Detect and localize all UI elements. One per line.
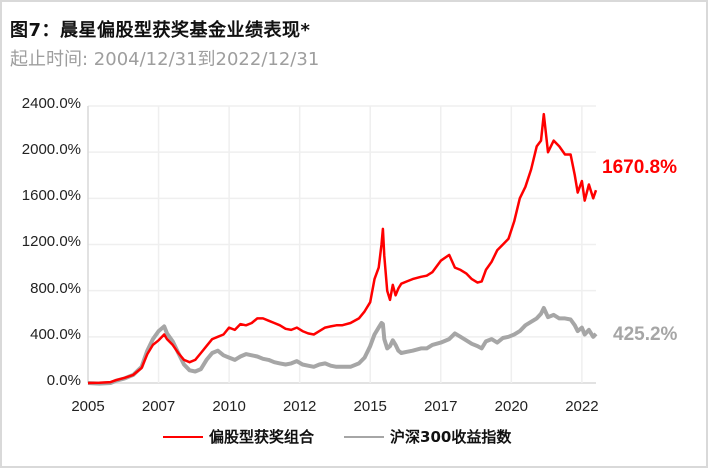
x-tick-label: 2007 bbox=[141, 398, 176, 415]
portfolio-series-line bbox=[87, 112, 598, 385]
y-tick-label: 1200.0% bbox=[21, 233, 81, 250]
gridlines bbox=[87, 105, 596, 384]
x-tick-label: 2005 bbox=[71, 398, 105, 415]
x-tick-label: 2017 bbox=[424, 398, 458, 415]
y-tick-label: 400.0% bbox=[30, 326, 81, 343]
y-tick-label: 1600.0% bbox=[21, 187, 81, 204]
legend-swatch-red bbox=[163, 435, 203, 438]
y-tick-label: 2000.0% bbox=[21, 141, 81, 158]
y-tick-label: 800.0% bbox=[30, 280, 81, 297]
x-tick-label: 2012 bbox=[282, 398, 317, 415]
x-tick-label: 2015 bbox=[353, 398, 387, 415]
x-tick-label: 2022 bbox=[565, 398, 599, 415]
index-series-line bbox=[87, 306, 598, 386]
legend-label: 偏股型获奖组合 bbox=[209, 428, 315, 446]
x-tick-label: 2010 bbox=[212, 398, 246, 415]
legend-item-portfolio: 偏股型获奖组合 bbox=[163, 426, 314, 447]
y-axis-labels: 2400.0% 2000.0% 1600.0% 1200.0% 800.0% 4… bbox=[0, 0, 81, 468]
y-tick-label: 2400.0% bbox=[21, 95, 81, 112]
x-tick-label: 2020 bbox=[494, 398, 529, 415]
chart-title: 图7：晨星偏股型获奖基金业绩表现* bbox=[10, 20, 311, 41]
chart-legend: 偏股型获奖组合 沪深300收益指数 bbox=[163, 426, 541, 447]
index-end-value-label: 425.2% bbox=[613, 324, 678, 345]
chart-subtitle: 起止时间: 2004/12/31到2022/12/31 bbox=[10, 49, 320, 70]
legend-label: 沪深300收益指数 bbox=[390, 428, 512, 446]
y-tick-label: 0.0% bbox=[46, 372, 81, 389]
legend-item-index: 沪深300收益指数 bbox=[344, 426, 511, 447]
portfolio-end-value-label: 1670.8% bbox=[602, 157, 678, 178]
legend-swatch-grey bbox=[344, 435, 385, 438]
